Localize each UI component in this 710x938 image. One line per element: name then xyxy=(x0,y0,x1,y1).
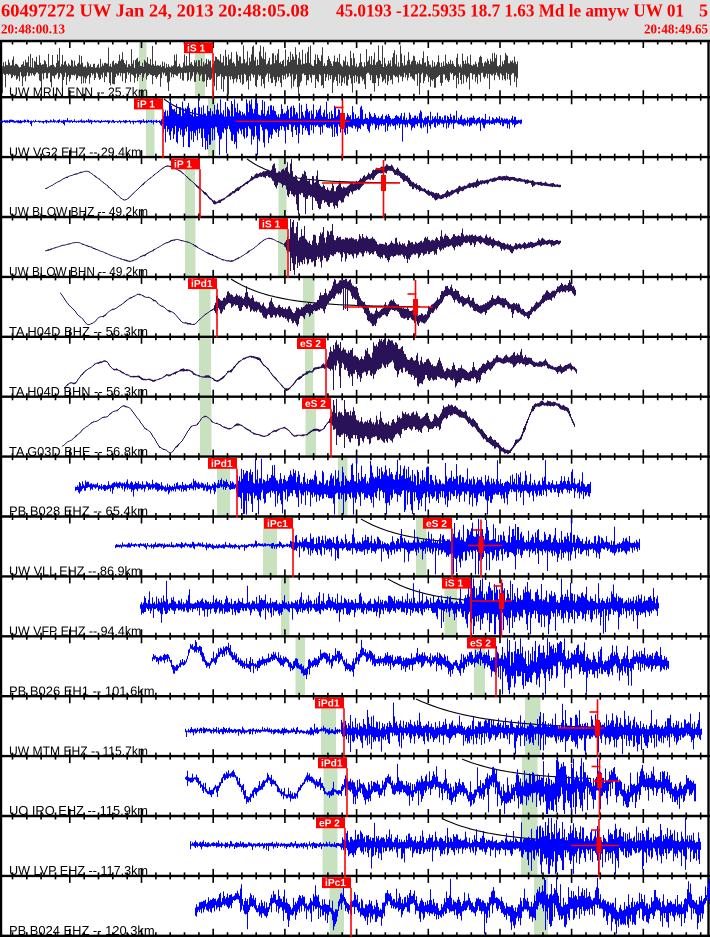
svg-text:eS 2: eS 2 xyxy=(470,639,491,650)
svg-text:20:48:49.65: 20:48:49.65 xyxy=(644,22,708,37)
svg-text:UW VLL EHZ -- 86.9km: UW VLL EHZ -- 86.9km xyxy=(9,564,141,579)
svg-text:iS 1: iS 1 xyxy=(445,579,463,590)
svg-text:UW BLOW BHN -- 49.2km: UW BLOW BHN -- 49.2km xyxy=(9,264,148,279)
svg-text:UW BLOW BHZ -- 49.2km: UW BLOW BHZ -- 49.2km xyxy=(9,204,148,219)
svg-text:iS 1: iS 1 xyxy=(187,43,205,54)
svg-text:iPd1: iPd1 xyxy=(318,699,340,710)
svg-text:TA G03D BHE -- 56.8km: TA G03D BHE -- 56.8km xyxy=(9,444,148,459)
svg-text:60497272 UW Jan 24, 2013 20:48: 60497272 UW Jan 24, 2013 20:48:05.08 xyxy=(1,1,309,21)
svg-text:UW VFP EHZ -- 94.4km: UW VFP EHZ -- 94.4km xyxy=(9,624,141,639)
svg-text:TA H04D BHN -- 56.3km: TA H04D BHN -- 56.3km xyxy=(9,384,148,399)
svg-text:UW VG2 EHZ -- 29.4km: UW VG2 EHZ -- 29.4km xyxy=(9,144,141,159)
svg-text:iP 1: iP 1 xyxy=(174,159,192,170)
svg-text:iPd1: iPd1 xyxy=(211,459,233,470)
svg-text:UO IRO EHZ -- 115.9km: UO IRO EHZ -- 115.9km xyxy=(9,803,148,818)
svg-text:eP 2: eP 2 xyxy=(319,818,340,829)
svg-text:iP 1: iP 1 xyxy=(137,100,155,111)
svg-text:PB B028 EHZ -- 65.4km: PB B028 EHZ -- 65.4km xyxy=(9,504,148,519)
svg-text:eS 2: eS 2 xyxy=(305,399,326,410)
svg-text:TA H04D BHZ -- 56.3km: TA H04D BHZ -- 56.3km xyxy=(9,324,148,339)
svg-text:PB B024 EHZ -- 120.3km: PB B024 EHZ -- 120.3km xyxy=(9,923,155,938)
svg-text:eS 2: eS 2 xyxy=(426,519,447,530)
svg-text:UW LVP EHZ -- 117.3km: UW LVP EHZ -- 117.3km xyxy=(9,863,148,878)
svg-text:iPc1: iPc1 xyxy=(267,519,288,530)
svg-text:iPc1: iPc1 xyxy=(325,878,346,889)
svg-text:iPd1: iPd1 xyxy=(191,279,213,290)
svg-text:iS 1: iS 1 xyxy=(262,219,280,230)
svg-text:PB B026 EH1 -- 101.6km: PB B026 EH1 -- 101.6km xyxy=(9,683,155,698)
svg-text:45.0193 -122.5935 18.7 1.63 Md: 45.0193 -122.5935 18.7 1.63 Md le amyw U… xyxy=(336,1,684,21)
svg-text:eS 2: eS 2 xyxy=(300,339,321,350)
svg-text:20:48:00.13: 20:48:00.13 xyxy=(1,22,65,37)
svg-text:UW MTM EHZ -- 115.7km: UW MTM EHZ -- 115.7km xyxy=(9,743,148,758)
svg-text:UW MRIN ENN -- 25.7km: UW MRIN ENN -- 25.7km xyxy=(9,84,148,99)
svg-text:iPd1: iPd1 xyxy=(321,758,343,769)
svg-text:5: 5 xyxy=(699,1,708,21)
